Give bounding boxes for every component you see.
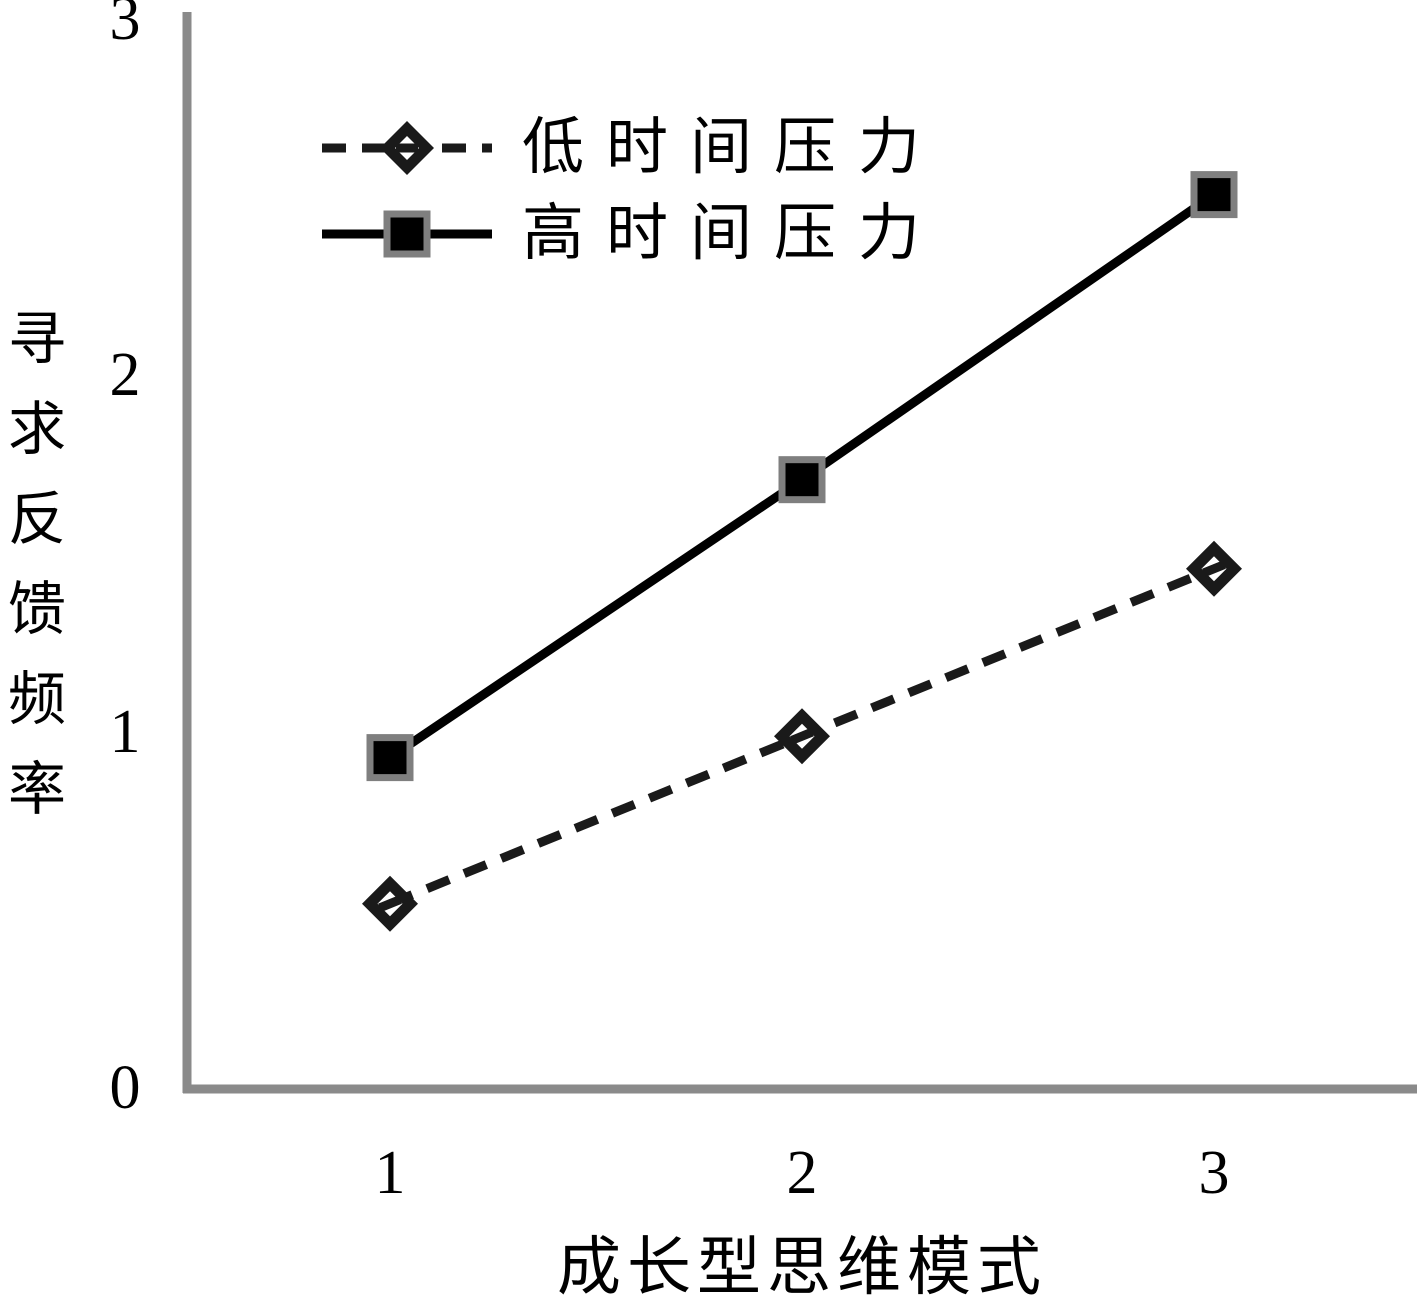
- x-tick-label-1: 1: [374, 1139, 406, 1207]
- legend: 低时间压力 高时间压力: [322, 108, 942, 274]
- diamond-marker-icon: [1186, 540, 1242, 597]
- square-marker-icon: [778, 456, 826, 504]
- y-tick-label-3: 3: [109, 0, 141, 53]
- y-tick-label-1: 1: [109, 697, 141, 766]
- y-tick-label-2: 2: [109, 341, 141, 410]
- y-tick-label-0: 0: [109, 1054, 141, 1122]
- diamond-marker-icon: [362, 875, 418, 932]
- diamond-marker-icon: [774, 708, 830, 765]
- legend-item-high-time-pressure: 高时间压力: [322, 194, 942, 274]
- square-marker-icon: [366, 734, 414, 782]
- x-axis-title: 成长型思维模式: [557, 1232, 1047, 1303]
- solid-square-legend-marker-icon: [322, 210, 492, 258]
- legend-label-low-time-pressure: 低时间压力: [522, 114, 943, 182]
- square-marker-icon: [1190, 171, 1238, 219]
- legend-label-high-time-pressure: 高时间压力: [522, 200, 943, 268]
- y-axis-title: 寻求反馈频率: [0, 308, 64, 848]
- x-tick-label-3: 3: [1198, 1139, 1230, 1207]
- legend-item-low-time-pressure: 低时间压力: [322, 108, 942, 188]
- x-tick-label-2: 2: [786, 1139, 818, 1207]
- dashed-diamond-legend-marker-icon: [322, 121, 492, 175]
